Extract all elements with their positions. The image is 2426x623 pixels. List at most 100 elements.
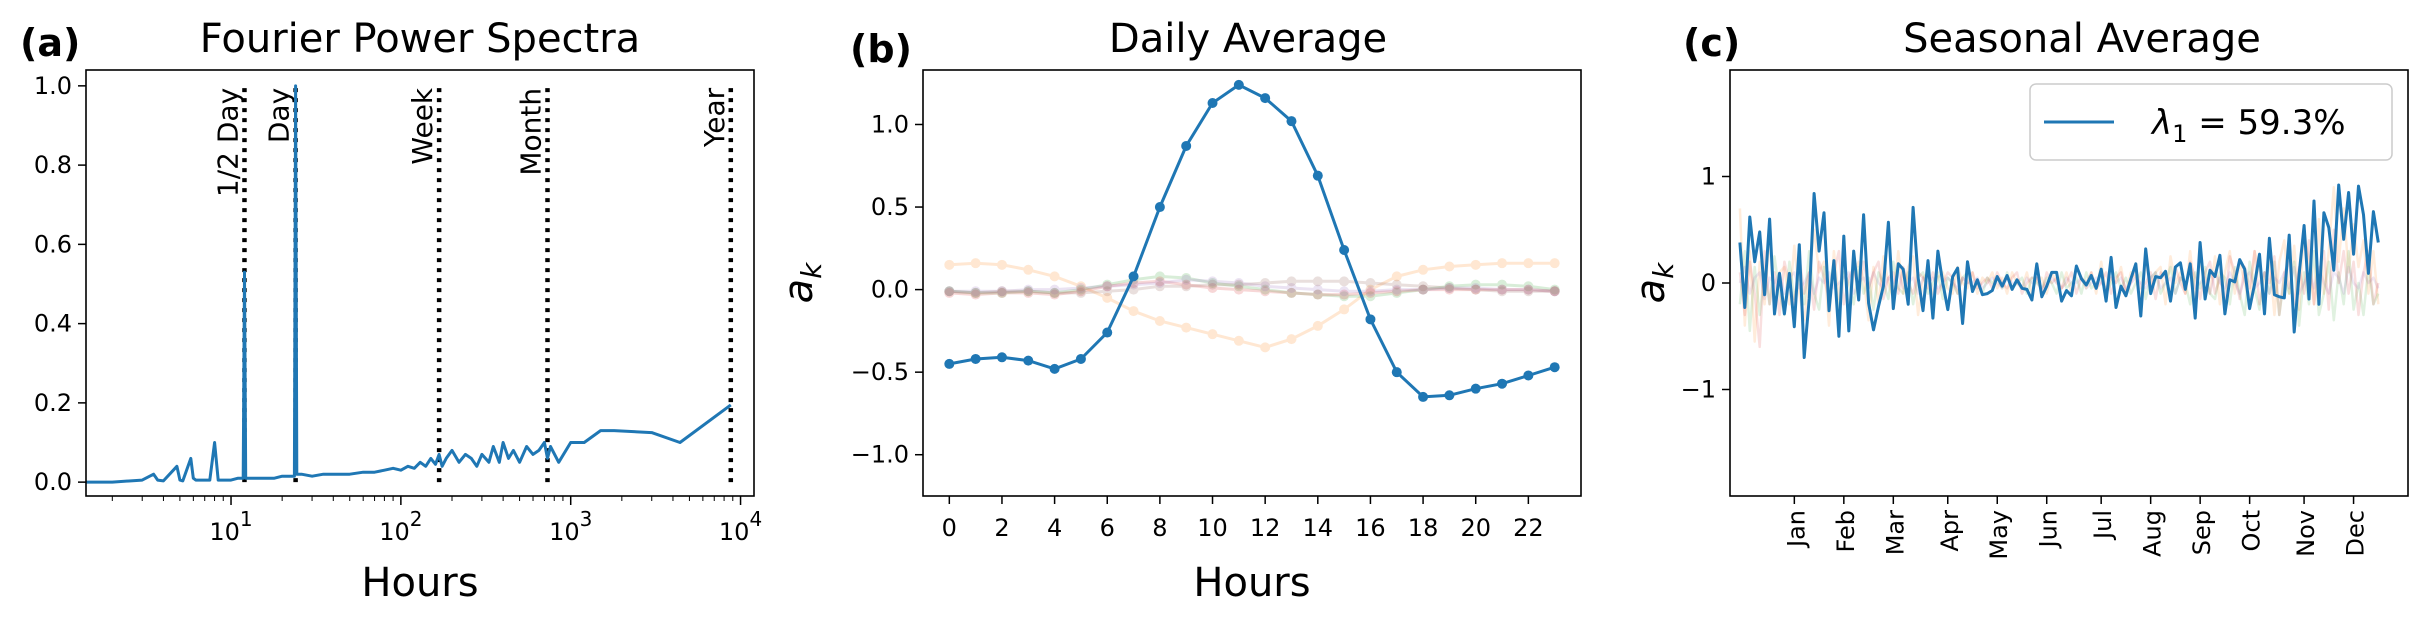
a-x-tick-exp-0: 1 (240, 507, 253, 531)
daily-point (1470, 383, 1481, 394)
daily-point (1023, 355, 1034, 366)
panel-c-y-axis-label-sub: k (1647, 261, 1680, 279)
daily-point (1339, 276, 1350, 287)
daily-point (1523, 258, 1534, 269)
daily-point (1391, 367, 1402, 378)
c-x-tick-label-4: May (1985, 510, 2013, 560)
panel-a-plot-area (86, 84, 732, 484)
daily-point (1154, 315, 1165, 326)
daily-line (949, 274, 1555, 298)
daily-point (996, 352, 1007, 363)
daily-point (996, 259, 1007, 270)
daily-point (1049, 287, 1060, 298)
daily-point (1075, 284, 1086, 295)
daily-point (996, 287, 1007, 298)
daily-line (949, 261, 1555, 349)
panel-b-y-axis-label-sub: k (795, 261, 828, 279)
daily-point (1418, 281, 1429, 292)
c-x-tick-label-2: Mar (1881, 510, 1909, 555)
daily-point (1470, 284, 1481, 295)
daily-point (944, 358, 955, 369)
a-x-tick-exp-2: 3 (580, 507, 593, 531)
daily-point (1207, 278, 1218, 288)
daily-point (1023, 286, 1034, 297)
daily-line (949, 279, 1555, 297)
daily-point (1075, 281, 1086, 292)
a-y-tick-label-0: 0.0 (34, 468, 72, 496)
seasonal-main-series (1738, 183, 2380, 359)
daily-point (1523, 284, 1534, 295)
daily-point (1154, 276, 1165, 287)
daily-point (1418, 391, 1429, 402)
daily-point (1102, 286, 1113, 297)
daily-point (1207, 282, 1218, 293)
legend-label-sub: 1 (2172, 120, 2187, 148)
daily-point (1049, 271, 1060, 282)
daily-faded-series-0 (944, 258, 1560, 353)
c-x-tick-label-5: Jun (2035, 510, 2063, 550)
daily-point (996, 286, 1007, 297)
panel-c-axes: −1 0 1 Jan Feb Mar Apr May Jun Jul Aug Sep Oct Nov Dec (1681, 163, 2370, 560)
panel-c-title: Seasonal Average (1903, 16, 2261, 62)
b-x-tick-label-2: 4 (1047, 514, 1062, 542)
panel-c-y-axis-label: ak (1628, 261, 1680, 304)
b-y-tick-label-4: 1.0 (871, 110, 909, 138)
b-x-tick-label-0: 0 (942, 514, 957, 542)
panel-b: (b) Daily Average −1.0 −0.5 0.0 0.5 1.0 0 2 4 6 8… (776, 16, 1582, 606)
spectrum-line (86, 84, 732, 484)
daily-point (1444, 390, 1455, 401)
daily-point (1260, 278, 1271, 288)
panel-b-plot-area (944, 79, 1560, 402)
daily-faded-series-1 (944, 271, 1560, 302)
daily-point (1444, 282, 1455, 293)
daily-point (1549, 286, 1560, 297)
c-x-tick-label-7: Aug (2139, 510, 2167, 557)
legend-box (2029, 83, 2393, 161)
daily-point (1312, 284, 1323, 295)
daily-point (1075, 353, 1086, 364)
c-x-tick-label-11: Dec (2342, 510, 2370, 556)
daily-point (1444, 284, 1455, 295)
legend-label-base: λ (2150, 103, 2172, 143)
a-x-tick-exp-3: 4 (749, 507, 762, 531)
daily-point (1549, 286, 1560, 297)
a-x-tick-label-3: 104 (719, 507, 762, 546)
daily-point (1549, 286, 1560, 297)
b-x-tick-label-6: 12 (1250, 514, 1281, 542)
a-y-tick-label-2: 0.4 (34, 310, 72, 338)
daily-point (1286, 282, 1297, 293)
daily-point (1102, 281, 1113, 292)
daily-point (970, 287, 981, 298)
daily-faded-series-4 (944, 276, 1560, 298)
daily-point (1154, 202, 1165, 213)
daily-point (1075, 282, 1086, 293)
daily-point (1523, 370, 1534, 381)
b-x-tick-label-11: 22 (1513, 514, 1544, 542)
a-x-tick-exp-1: 2 (410, 507, 423, 531)
daily-point (944, 286, 955, 297)
c-y-tick-label-2: 1 (1701, 163, 1716, 191)
daily-point (1233, 281, 1244, 292)
daily-point (1391, 271, 1402, 282)
a-y-tick-label-1: 0.2 (34, 389, 72, 417)
daily-point (1339, 291, 1350, 302)
panel-b-x-axis-label: Hours (1193, 560, 1310, 606)
daily-point (1286, 276, 1297, 287)
daily-point (970, 289, 981, 300)
a-x-tick-label-0: 101 (209, 507, 252, 546)
daily-point (944, 259, 955, 270)
daily-point (1549, 258, 1560, 269)
daily-point (1181, 274, 1192, 285)
c-x-tick-label-6: Jul (2089, 510, 2117, 541)
daily-point (1365, 291, 1376, 302)
panel-b-y-axis-label-base: a (776, 279, 822, 304)
daily-point (1418, 264, 1429, 275)
daily-point (970, 258, 981, 269)
panel-a-title: Fourier Power Spectra (200, 16, 640, 62)
daily-point (1181, 273, 1192, 284)
a-x-tick-base-1: 10 (379, 518, 410, 546)
daily-point (1497, 284, 1508, 295)
b-x-tick-label-9: 18 (1408, 514, 1439, 542)
daily-point (1470, 282, 1481, 293)
